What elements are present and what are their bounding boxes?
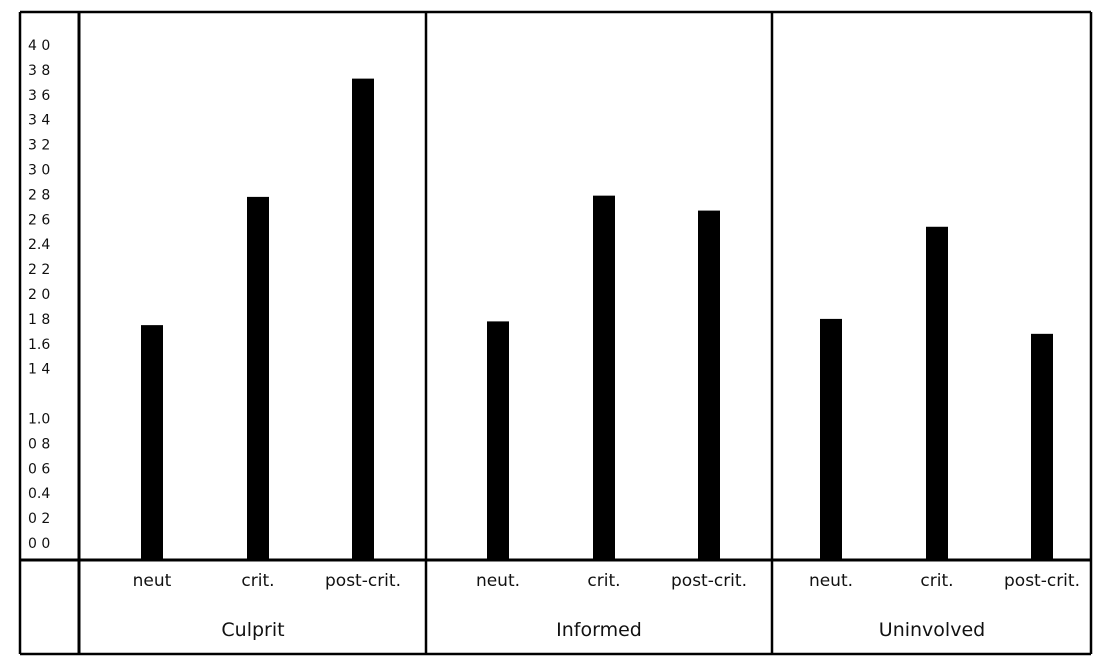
x-category-label: post-crit. [325, 571, 401, 591]
y-tick-label: 0 8 [28, 436, 50, 452]
y-tick-label: 4 0 [28, 38, 50, 54]
y-tick-label: 3 2 [28, 138, 50, 154]
bar-culprit-3 [352, 78, 374, 561]
x-category-label: post-crit. [1004, 571, 1080, 591]
y-tick-label: 0 2 [28, 511, 50, 527]
y-tick-label: 2 8 [28, 187, 50, 203]
bar-informed-2 [593, 195, 615, 560]
y-tick-label: 3 4 [28, 113, 50, 129]
group-labels: Culprit Informed Uninvolved [221, 619, 985, 641]
bar-culprit-2 [247, 196, 269, 560]
y-axis: 4 0 3 8 3 6 3 4 3 2 3 0 2 8 2 6 2.4 2 2 2 0 1 8 1.6 1… [28, 38, 50, 552]
y-tick-label: 3 0 [28, 163, 50, 179]
x-category-label: crit. [920, 571, 953, 591]
bar-informed-3 [698, 210, 720, 560]
x-category-label: crit. [587, 571, 620, 591]
bar-uninvolved-1 [820, 318, 842, 560]
x-category-label: neut. [809, 571, 853, 591]
bar-uninvolved-3 [1031, 333, 1053, 560]
y-tick-label: 0.4 [28, 486, 50, 502]
y-tick-label: 1.0 [28, 412, 50, 428]
y-tick-label: 2.4 [28, 237, 50, 253]
x-category-labels: neut crit. post-crit. neut. crit. post-crit. n… [133, 571, 1080, 591]
y-tick-label: 1 8 [28, 312, 50, 328]
y-tick-label: 2 0 [28, 287, 50, 303]
y-tick-label: 0 6 [28, 461, 50, 477]
y-tick-label: 2 2 [28, 262, 50, 278]
x-category-label: crit. [241, 571, 274, 591]
y-tick-label: 2 6 [28, 212, 50, 228]
group-label-culprit: Culprit [221, 619, 284, 641]
chart-frame [18, 10, 1093, 656]
y-tick-label: 1.6 [28, 337, 50, 353]
y-tick-label: 3 8 [28, 63, 50, 79]
bar-informed-1 [487, 321, 509, 560]
x-category-label: neut. [476, 571, 520, 591]
y-tick-label: 1 4 [28, 362, 50, 378]
group-label-informed: Informed [556, 619, 642, 641]
bar-culprit-1 [141, 325, 163, 560]
bar-uninvolved-2 [926, 226, 948, 560]
bars [141, 78, 1053, 561]
y-tick-label: 0 0 [28, 536, 50, 552]
x-category-label: neut [133, 571, 172, 591]
y-tick-label: 3 6 [28, 88, 50, 104]
x-category-label: post-crit. [671, 571, 747, 591]
group-label-uninvolved: Uninvolved [879, 619, 985, 641]
